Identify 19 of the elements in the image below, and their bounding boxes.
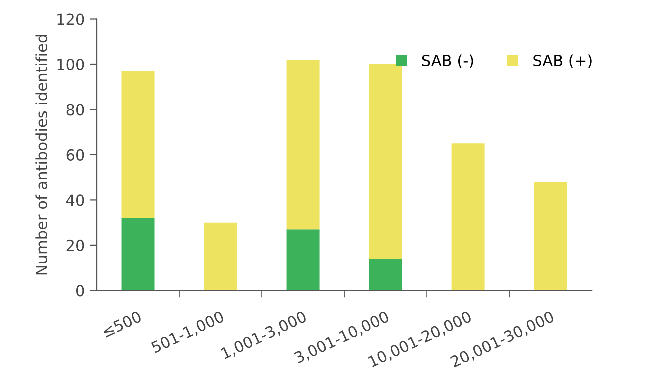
bar (452, 144, 485, 291)
y-tick-label: 60 (66, 149, 84, 161)
legend-label: SAB (+) (534, 54, 592, 68)
y-tick-label: 80 (66, 104, 84, 116)
bar (286, 60, 320, 230)
bar (286, 230, 320, 291)
bar (534, 182, 568, 291)
y-tick-label: 0 (76, 285, 84, 297)
legend-label: SAB (-) (422, 54, 474, 68)
bar (122, 218, 155, 291)
y-axis-title: Number of antibodies identified (36, 35, 48, 275)
bar (369, 259, 402, 291)
y-tick-label: 120 (58, 14, 84, 26)
bar (122, 71, 155, 218)
y-tick-label: 40 (66, 194, 84, 206)
y-tick-label: 20 (66, 240, 84, 252)
y-tick-label: 100 (58, 58, 84, 71)
bar (369, 64, 402, 260)
bar (204, 222, 238, 291)
